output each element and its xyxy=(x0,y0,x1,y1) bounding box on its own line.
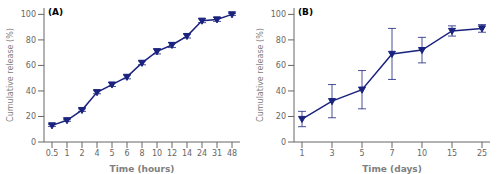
svg-text:40: 40 xyxy=(26,87,36,96)
svg-text:5: 5 xyxy=(109,149,114,158)
svg-text:20: 20 xyxy=(26,112,36,121)
svg-text:80: 80 xyxy=(26,36,36,45)
svg-text:60: 60 xyxy=(26,61,36,70)
svg-text:48: 48 xyxy=(227,149,237,158)
svg-text:12: 12 xyxy=(167,149,177,158)
svg-text:2: 2 xyxy=(79,149,84,158)
html-text:(A): (A) xyxy=(48,7,64,17)
svg-text:Cumulative release (%): Cumulative release (%) xyxy=(8,28,15,122)
svg-text:60: 60 xyxy=(276,61,286,70)
svg-text:80: 80 xyxy=(276,36,286,45)
svg-text:100: 100 xyxy=(21,10,36,19)
svg-text:6: 6 xyxy=(124,149,129,158)
svg-text:0: 0 xyxy=(281,138,286,147)
svg-text:40: 40 xyxy=(276,87,286,96)
svg-text:20: 20 xyxy=(276,112,286,121)
svg-text:24: 24 xyxy=(197,149,207,158)
svg-text:3: 3 xyxy=(329,149,334,158)
svg-text:15: 15 xyxy=(447,149,457,158)
svg-text:0: 0 xyxy=(31,138,36,147)
svg-text:Time (hours): Time (hours) xyxy=(110,164,175,174)
svg-text:31: 31 xyxy=(212,149,222,158)
svg-text:1: 1 xyxy=(64,149,69,158)
svg-text:7: 7 xyxy=(389,149,394,158)
svg-text:1: 1 xyxy=(299,149,304,158)
svg-text:4: 4 xyxy=(94,149,99,158)
svg-text:10: 10 xyxy=(152,149,162,158)
svg-text:Time (days): Time (days) xyxy=(362,164,422,174)
svg-text:100: 100 xyxy=(271,10,286,19)
svg-text:10: 10 xyxy=(417,149,427,158)
svg-text:0.5: 0.5 xyxy=(46,149,59,158)
svg-text:8: 8 xyxy=(139,149,144,158)
html-text:(B): (B) xyxy=(298,7,314,17)
svg-text:5: 5 xyxy=(359,149,364,158)
svg-text:Cumulative release (%): Cumulative release (%) xyxy=(256,28,265,122)
svg-text:25: 25 xyxy=(477,149,487,158)
svg-text:14: 14 xyxy=(182,149,192,158)
